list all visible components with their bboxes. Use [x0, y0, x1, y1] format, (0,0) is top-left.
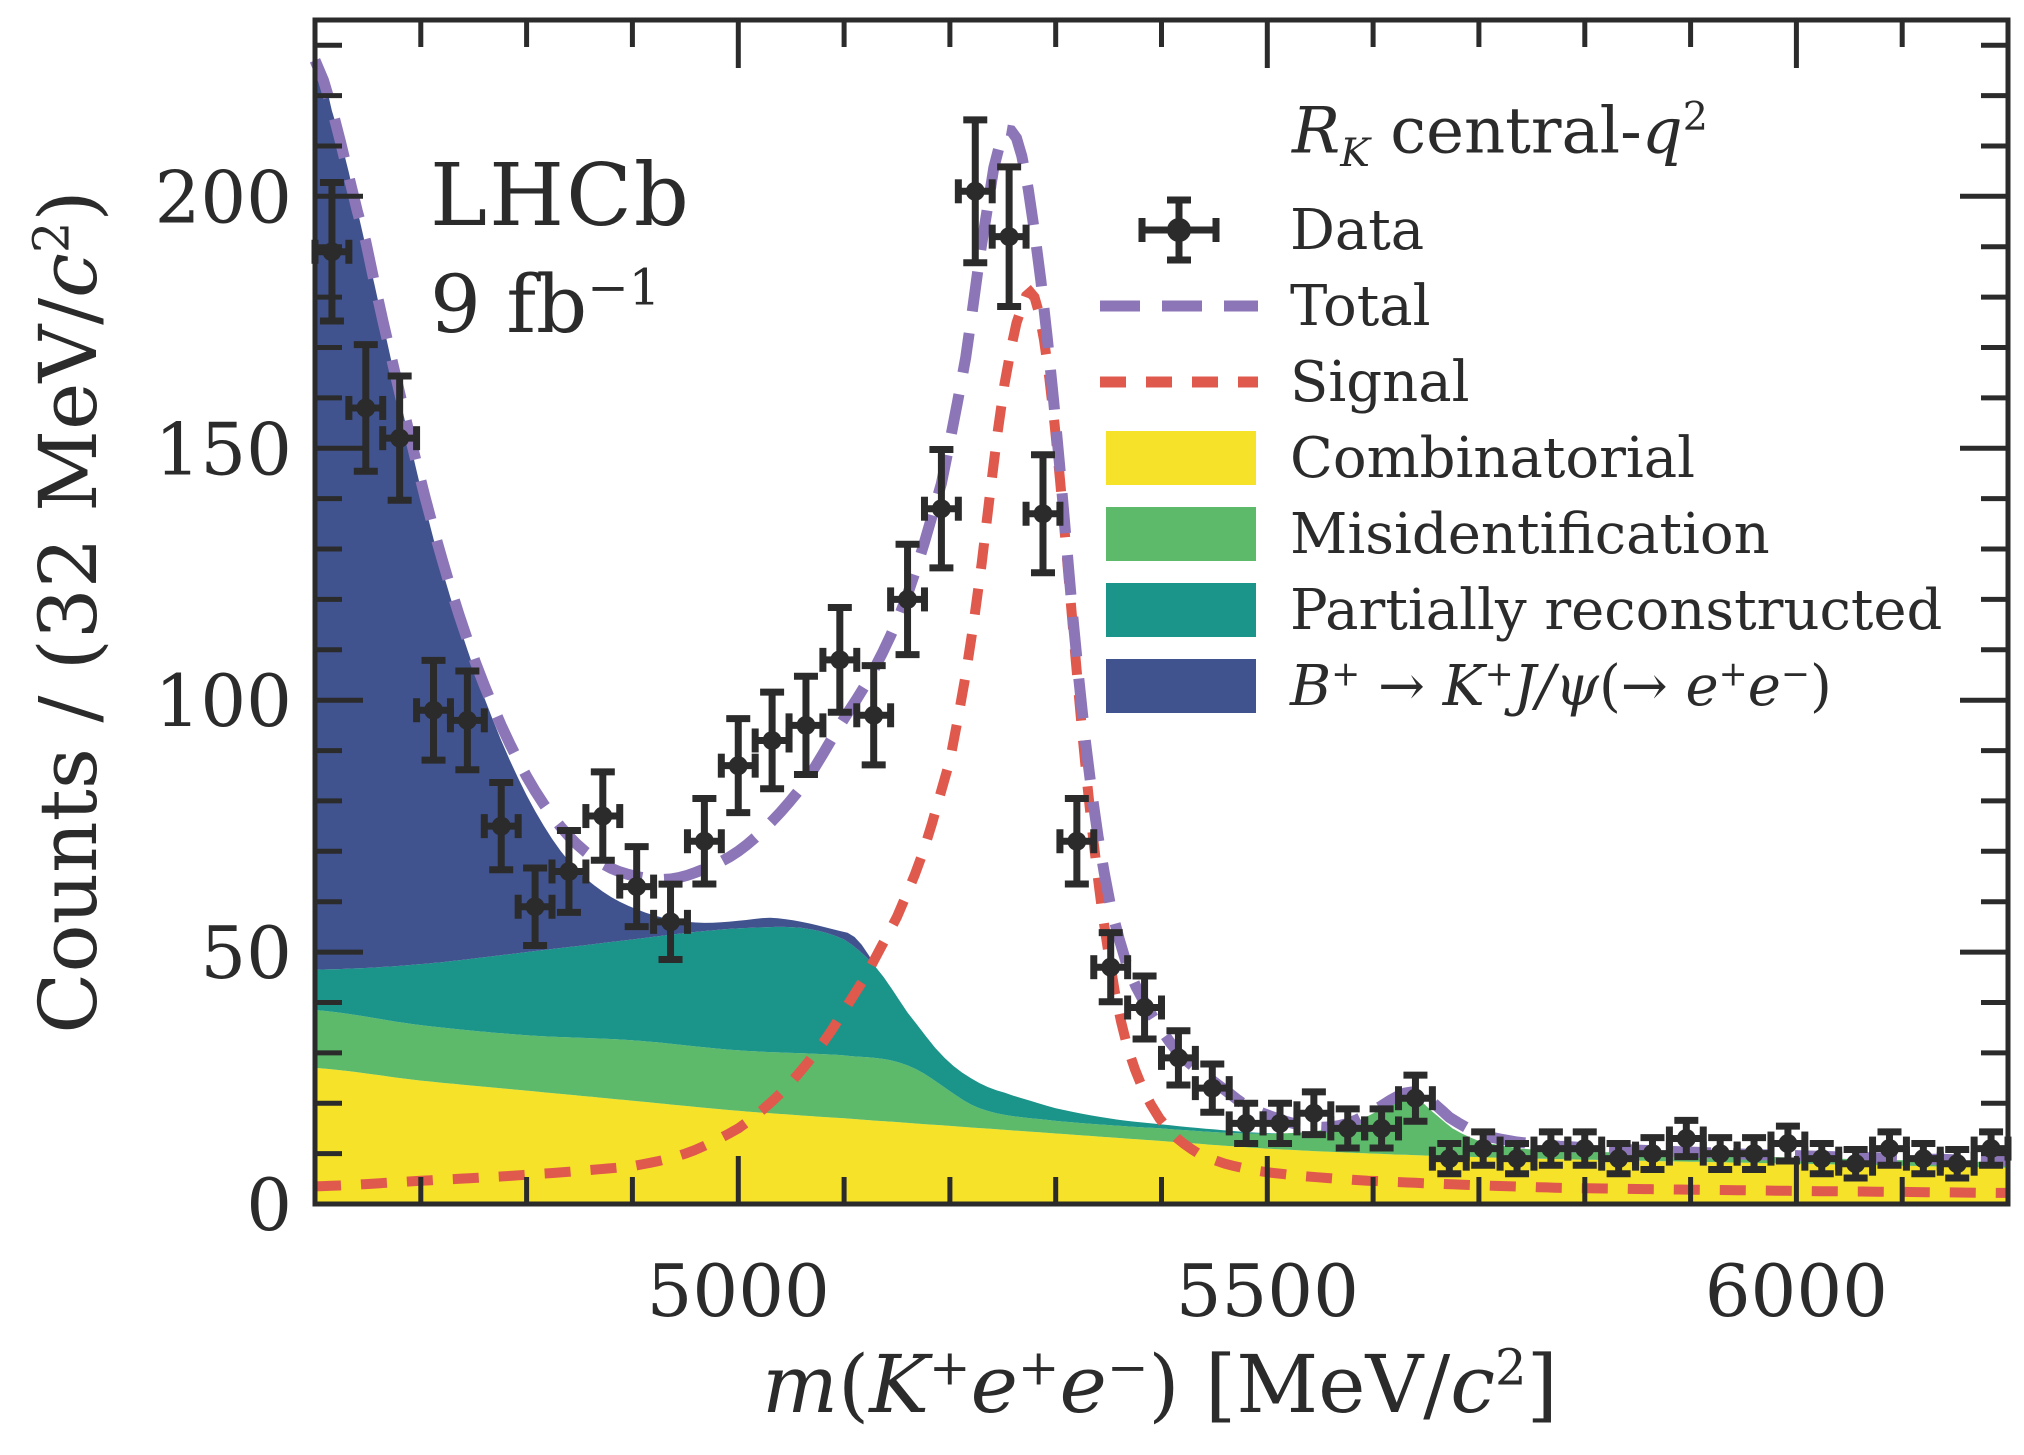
data-point — [1361, 1105, 1403, 1152]
color-swatch — [1094, 583, 1268, 637]
data-point — [1936, 1145, 1978, 1182]
legend-entry-data: Data — [1094, 192, 1424, 268]
data-point — [1395, 1071, 1436, 1125]
color-swatch — [1094, 659, 1268, 713]
data-point — [954, 116, 996, 267]
svg-text:0: 0 — [246, 1163, 292, 1247]
data-point — [446, 667, 488, 774]
svg-text:150: 150 — [155, 407, 292, 491]
data-point — [345, 341, 387, 475]
svg-text:5500: 5500 — [1176, 1249, 1359, 1333]
data-point — [1869, 1128, 1910, 1169]
data-point — [819, 604, 861, 716]
y-axis-title: Counts / (32 MeV/c2) — [22, 190, 115, 1034]
svg-text:200: 200 — [155, 155, 292, 239]
data-point — [311, 178, 353, 325]
tick-labels: 5000 5500 6000 0 50 100 150 200 — [155, 155, 1888, 1333]
legend-title: RK central-q2 — [1292, 94, 1708, 177]
axes — [312, 17, 2011, 1207]
svg-text:6000: 6000 — [1705, 1249, 1888, 1333]
data-point — [548, 827, 590, 916]
data-point — [887, 540, 928, 659]
data-point — [1124, 972, 1165, 1043]
data-point — [988, 163, 1030, 310]
svg-text:50: 50 — [200, 911, 292, 995]
legend-label: Combinatorial — [1290, 425, 1696, 491]
legend-label: B+ → K+J/ψ(→ e+e−) — [1290, 653, 1832, 719]
data-point — [1699, 1134, 1741, 1174]
data-point — [1835, 1145, 1877, 1182]
legend-entry-misidentification: Misidentification — [1094, 496, 1770, 572]
data-point — [1598, 1140, 1640, 1178]
legend-label: Misidentification — [1290, 501, 1770, 567]
legend-entry-total: Total — [1094, 268, 1431, 344]
legend-entry-partially-reconstructed: Partially reconstructed — [1094, 572, 1942, 648]
data-point — [379, 372, 421, 504]
data-point — [1733, 1134, 1775, 1174]
data-point — [1022, 451, 1064, 577]
data-point — [650, 880, 691, 964]
data-point — [1090, 929, 1132, 1006]
legend-entry-b-k-j-e-e-: B+ → K+J/ψ(→ e+e−) — [1094, 648, 1832, 724]
data-point — [616, 843, 658, 931]
data-point — [1462, 1128, 1504, 1169]
luminosity-label: 9 fb−1 — [430, 258, 661, 351]
curve-signal — [314, 284, 2008, 1198]
data-point — [717, 715, 759, 817]
data-point — [582, 768, 624, 864]
color-swatch — [1094, 507, 1268, 561]
legend: RK central-q2 Data Total Signal Combinatori… — [1080, 0, 2024, 760]
x-axis-title: m(K+e+e−) [MeV/c2] — [762, 1338, 1558, 1431]
legend-label: Total — [1290, 273, 1431, 339]
data-point — [683, 794, 725, 888]
color-swatch — [1094, 431, 1268, 485]
svg-text:5000: 5000 — [647, 1249, 830, 1333]
data-point — [1056, 794, 1098, 888]
legend-label: Signal — [1290, 349, 1470, 415]
data-point — [413, 656, 454, 764]
data-point — [920, 446, 962, 572]
area-misidentification — [315, 1010, 2008, 1168]
data-point — [480, 778, 522, 874]
data-point — [785, 672, 827, 778]
data-point — [1496, 1140, 1538, 1178]
area-partially-reconstructed — [315, 926, 2008, 1163]
experiment-label: LHCb — [430, 146, 691, 246]
data-point — [1970, 1128, 2012, 1169]
legend-entry-combinatorial: Combinatorial — [1094, 420, 1695, 496]
svg-text:100: 100 — [155, 659, 292, 743]
data-points — [311, 116, 2012, 1182]
data-point — [1293, 1088, 1335, 1139]
data-point — [1902, 1140, 1944, 1178]
data-point — [853, 662, 895, 769]
data-point — [751, 688, 793, 793]
data-point — [1158, 1027, 1199, 1089]
legend-label: Partially reconstructed — [1290, 577, 1943, 643]
data-point — [514, 864, 556, 949]
data-point — [1564, 1128, 1606, 1169]
data-point — [1191, 1060, 1233, 1116]
data-point — [1801, 1140, 1843, 1178]
legend-entry-signal: Signal — [1094, 344, 1469, 420]
legend-label: Data — [1290, 197, 1425, 263]
